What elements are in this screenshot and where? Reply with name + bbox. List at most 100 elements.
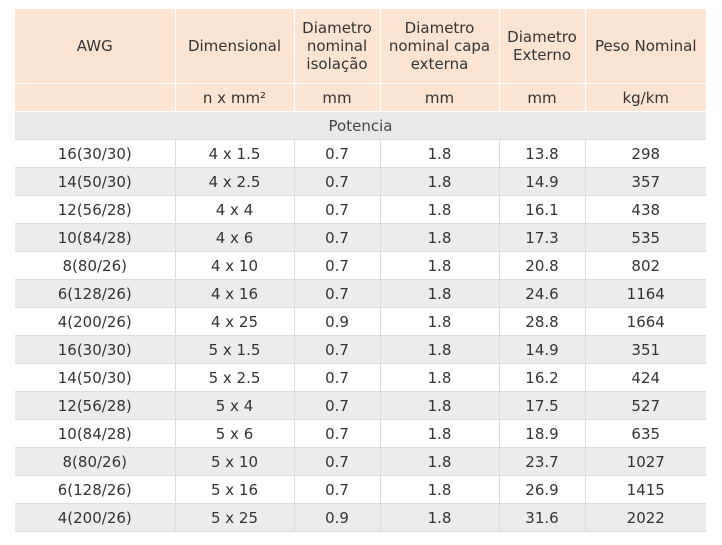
cell-dimensional: 5 x 25 bbox=[175, 503, 295, 532]
cell-dimensional: 5 x 2.5 bbox=[175, 363, 295, 392]
cell-dimensional: 4 x 4 bbox=[175, 195, 295, 224]
cell-diametro-capa: 1.8 bbox=[380, 251, 500, 280]
unit-diametro-capa: mm bbox=[380, 83, 500, 112]
cell-diametro-isolacao: 0.7 bbox=[294, 419, 381, 448]
table-row: 14(50/30) 5 x 2.5 0.7 1.8 16.2 424 bbox=[15, 363, 706, 392]
cell-dimensional: 5 x 16 bbox=[175, 475, 295, 504]
cell-peso-nominal: 357 bbox=[585, 167, 706, 196]
table-body: Potencia 16(30/30) 4 x 1.5 0.7 1.8 13.8 298 14… bbox=[15, 111, 706, 532]
header-diametro-isolacao: Diametro nominal isolação bbox=[294, 9, 381, 84]
cell-peso-nominal: 1164 bbox=[585, 279, 706, 308]
cell-awg: 10(84/28) bbox=[15, 223, 176, 252]
cell-diametro-isolacao: 0.7 bbox=[294, 447, 381, 476]
section-row: Potencia bbox=[15, 111, 706, 140]
table-row: 6(128/26) 4 x 16 0.7 1.8 24.6 1164 bbox=[15, 279, 706, 308]
cell-diametro-capa: 1.8 bbox=[380, 139, 500, 168]
table-row: 8(80/26) 5 x 10 0.7 1.8 23.7 1027 bbox=[15, 447, 706, 476]
cell-diametro-capa: 1.8 bbox=[380, 391, 500, 420]
cell-dimensional: 4 x 25 bbox=[175, 307, 295, 336]
cell-peso-nominal: 635 bbox=[585, 419, 706, 448]
cell-awg: 12(56/28) bbox=[15, 195, 176, 224]
cell-diametro-isolacao: 0.7 bbox=[294, 251, 381, 280]
cell-diametro-capa: 1.8 bbox=[380, 223, 500, 252]
cell-diametro-externo: 14.9 bbox=[499, 335, 586, 364]
table-row: 4(200/26) 5 x 25 0.9 1.8 31.6 2022 bbox=[15, 503, 706, 532]
table-row: 16(30/30) 4 x 1.5 0.7 1.8 13.8 298 bbox=[15, 139, 706, 168]
cell-diametro-isolacao: 0.7 bbox=[294, 167, 381, 196]
cell-peso-nominal: 1664 bbox=[585, 307, 706, 336]
cell-dimensional: 4 x 16 bbox=[175, 279, 295, 308]
table-row: 14(50/30) 4 x 2.5 0.7 1.8 14.9 357 bbox=[15, 167, 706, 196]
cell-dimensional: 5 x 4 bbox=[175, 391, 295, 420]
cell-diametro-isolacao: 0.9 bbox=[294, 503, 381, 532]
header-diametro-externo: Diametro Externo bbox=[499, 9, 586, 84]
cell-peso-nominal: 527 bbox=[585, 391, 706, 420]
cell-diametro-capa: 1.8 bbox=[380, 167, 500, 196]
cell-dimensional: 4 x 1.5 bbox=[175, 139, 295, 168]
cell-diametro-externo: 26.9 bbox=[499, 475, 586, 504]
header-dimensional: Dimensional bbox=[175, 9, 295, 84]
cell-diametro-isolacao: 0.7 bbox=[294, 335, 381, 364]
table-row: 6(128/26) 5 x 16 0.7 1.8 26.9 1415 bbox=[15, 475, 706, 504]
cell-diametro-isolacao: 0.9 bbox=[294, 307, 381, 336]
cell-dimensional: 5 x 1.5 bbox=[175, 335, 295, 364]
cell-awg: 14(50/30) bbox=[15, 363, 176, 392]
cell-diametro-externo: 24.6 bbox=[499, 279, 586, 308]
cell-diametro-externo: 14.9 bbox=[499, 167, 586, 196]
cell-awg: 16(30/30) bbox=[15, 139, 176, 168]
cell-awg: 6(128/26) bbox=[15, 475, 176, 504]
cell-diametro-externo: 18.9 bbox=[499, 419, 586, 448]
cell-diametro-isolacao: 0.7 bbox=[294, 195, 381, 224]
cell-diametro-isolacao: 0.7 bbox=[294, 279, 381, 308]
cell-awg: 12(56/28) bbox=[15, 391, 176, 420]
unit-peso-nominal: kg/km bbox=[585, 83, 706, 112]
cell-diametro-externo: 20.8 bbox=[499, 251, 586, 280]
cell-diametro-capa: 1.8 bbox=[380, 363, 500, 392]
cell-dimensional: 5 x 6 bbox=[175, 419, 295, 448]
cell-peso-nominal: 2022 bbox=[585, 503, 706, 532]
cell-diametro-externo: 16.1 bbox=[499, 195, 586, 224]
cell-diametro-externo: 23.7 bbox=[499, 447, 586, 476]
cell-peso-nominal: 802 bbox=[585, 251, 706, 280]
cell-diametro-capa: 1.8 bbox=[380, 195, 500, 224]
cell-awg: 10(84/28) bbox=[15, 419, 176, 448]
cell-awg: 8(80/26) bbox=[15, 447, 176, 476]
cell-peso-nominal: 424 bbox=[585, 363, 706, 392]
cell-diametro-capa: 1.8 bbox=[380, 307, 500, 336]
cell-diametro-capa: 1.8 bbox=[380, 419, 500, 448]
cell-awg: 6(128/26) bbox=[15, 279, 176, 308]
cell-diametro-capa: 1.8 bbox=[380, 279, 500, 308]
cell-peso-nominal: 535 bbox=[585, 223, 706, 252]
table-row: 8(80/26) 4 x 10 0.7 1.8 20.8 802 bbox=[15, 251, 706, 280]
cell-diametro-capa: 1.8 bbox=[380, 475, 500, 504]
cell-diametro-externo: 31.6 bbox=[499, 503, 586, 532]
table-row: 12(56/28) 4 x 4 0.7 1.8 16.1 438 bbox=[15, 195, 706, 224]
header-row: AWG Dimensional Diametro nominal isolaçã… bbox=[15, 9, 706, 84]
units-row: n x mm² mm mm mm kg/km bbox=[15, 83, 706, 112]
cell-awg: 4(200/26) bbox=[15, 307, 176, 336]
table-row: 16(30/30) 5 x 1.5 0.7 1.8 14.9 351 bbox=[15, 335, 706, 364]
cell-awg: 4(200/26) bbox=[15, 503, 176, 532]
unit-diametro-isolacao: mm bbox=[294, 83, 381, 112]
table-row: 4(200/26) 4 x 25 0.9 1.8 28.8 1664 bbox=[15, 307, 706, 336]
cell-diametro-capa: 1.8 bbox=[380, 335, 500, 364]
cell-diametro-capa: 1.8 bbox=[380, 503, 500, 532]
cell-dimensional: 4 x 10 bbox=[175, 251, 295, 280]
cell-peso-nominal: 1027 bbox=[585, 447, 706, 476]
header-awg: AWG bbox=[15, 9, 176, 84]
cell-diametro-externo: 16.2 bbox=[499, 363, 586, 392]
cell-diametro-isolacao: 0.7 bbox=[294, 391, 381, 420]
cell-peso-nominal: 1415 bbox=[585, 475, 706, 504]
cell-peso-nominal: 438 bbox=[585, 195, 706, 224]
cell-diametro-externo: 17.5 bbox=[499, 391, 586, 420]
cell-awg: 16(30/30) bbox=[15, 335, 176, 364]
cable-spec-table-container: AWG Dimensional Diametro nominal isolaçã… bbox=[15, 9, 706, 532]
cell-diametro-externo: 17.3 bbox=[499, 223, 586, 252]
cell-peso-nominal: 351 bbox=[585, 335, 706, 364]
cell-peso-nominal: 298 bbox=[585, 139, 706, 168]
cable-spec-table: AWG Dimensional Diametro nominal isolaçã… bbox=[15, 9, 706, 532]
table-row: 12(56/28) 5 x 4 0.7 1.8 17.5 527 bbox=[15, 391, 706, 420]
cell-dimensional: 4 x 2.5 bbox=[175, 167, 295, 196]
table-row: 10(84/28) 5 x 6 0.7 1.8 18.9 635 bbox=[15, 419, 706, 448]
cell-diametro-isolacao: 0.7 bbox=[294, 223, 381, 252]
